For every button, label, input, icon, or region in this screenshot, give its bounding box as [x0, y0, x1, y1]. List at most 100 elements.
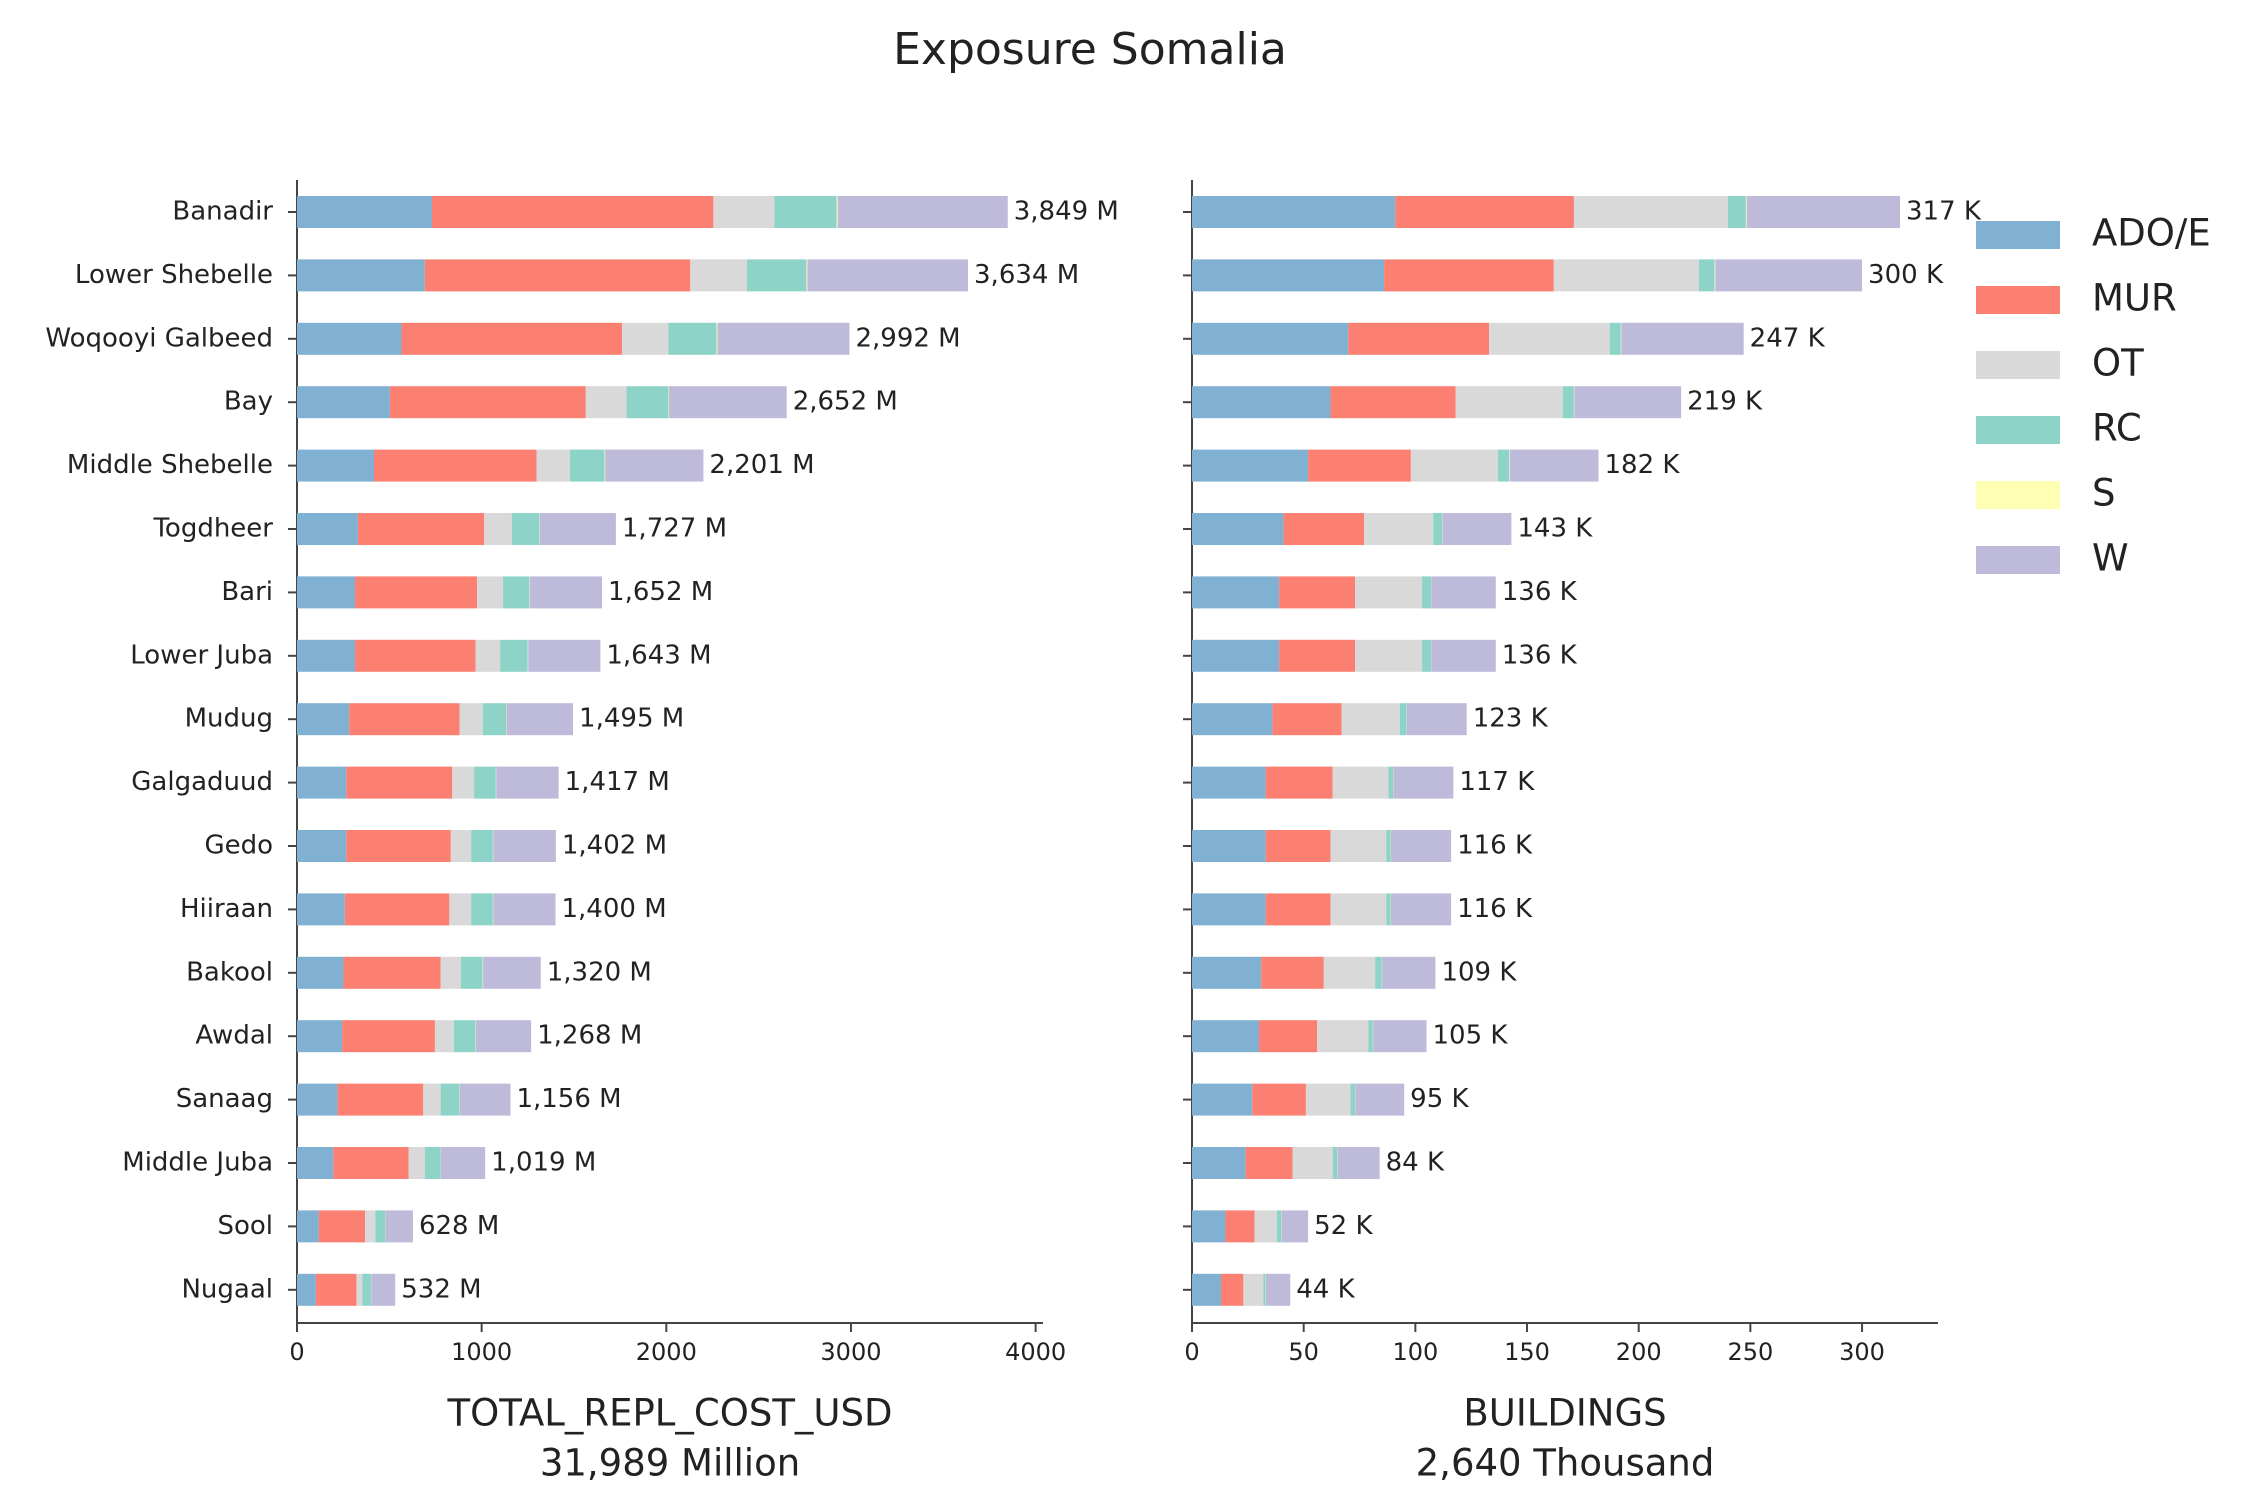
- total-label: 247 K: [1750, 323, 1826, 353]
- bar-segment: [424, 1147, 441, 1179]
- total-label: 1,495 M: [579, 704, 684, 734]
- legend-label: W: [2092, 537, 2129, 580]
- bar-segment: [1431, 639, 1496, 672]
- bar-segment: [585, 386, 627, 419]
- bar-segment: [1384, 259, 1554, 292]
- bar-segment: [297, 513, 358, 545]
- legend-swatch: [1976, 351, 2060, 379]
- bar-segment: [408, 1147, 425, 1179]
- bar-segment: [1609, 322, 1621, 355]
- bar-segment: [349, 703, 460, 736]
- total-label: 317 K: [1906, 197, 1982, 227]
- total-label: 532 M: [401, 1274, 481, 1304]
- bar-segment: [471, 830, 493, 862]
- total-label: 1,156 M: [516, 1084, 621, 1114]
- bar-segment: [474, 766, 496, 799]
- bar-segment: [1745, 196, 1747, 228]
- bar-segment: [297, 1147, 334, 1179]
- total-label: 628 M: [419, 1211, 499, 1241]
- bar-segment: [1192, 1020, 1260, 1053]
- bar-segment: [459, 1083, 511, 1116]
- bar-segment: [1375, 956, 1382, 989]
- bar-segment: [1562, 386, 1574, 419]
- x-axis-note: 2,640 Thousand: [1416, 1442, 1715, 1485]
- bar-segment: [1368, 1020, 1373, 1053]
- bar-segment: [346, 830, 451, 862]
- bar-segment: [1272, 703, 1342, 736]
- total-label: 1,643 M: [606, 640, 711, 670]
- bar-segment: [354, 639, 476, 672]
- bar-segment: [1431, 576, 1496, 609]
- y-tick-label: Mudug: [185, 704, 273, 734]
- bar-segment: [493, 893, 556, 926]
- bar-segment: [483, 956, 541, 989]
- x-tick-label: 200: [1616, 1338, 1662, 1366]
- bar-segment: [529, 576, 603, 609]
- total-label: 116 K: [1457, 894, 1533, 924]
- bar-segment: [774, 196, 837, 228]
- bar-segment: [1263, 1273, 1266, 1306]
- x-tick-label: 50: [1288, 1338, 1319, 1366]
- bar-segment: [1399, 703, 1407, 736]
- bar-segment: [1192, 639, 1280, 672]
- total-label: 123 K: [1473, 704, 1549, 734]
- bar-segment: [333, 1147, 409, 1179]
- y-tick-label: Middle Shebelle: [67, 450, 273, 480]
- legend-swatch: [1976, 221, 2060, 249]
- y-tick-label: Sool: [217, 1211, 273, 1241]
- y-tick-label: Galgaduud: [131, 767, 273, 797]
- legend-swatch: [1976, 481, 2060, 509]
- bar-segment: [493, 830, 556, 862]
- total-label: 3,849 M: [1014, 197, 1119, 227]
- legend-swatch: [1976, 416, 2060, 444]
- bar-segment: [365, 1210, 376, 1243]
- bar-segment: [1276, 1210, 1282, 1243]
- bar-segment: [440, 1147, 486, 1179]
- bar-segment: [471, 893, 493, 926]
- chart-title: Exposure Somalia: [893, 24, 1287, 75]
- y-tick-label: Bakool: [186, 957, 273, 987]
- bar-segment: [1621, 322, 1744, 355]
- bar-segment: [297, 196, 432, 228]
- bar-segment: [690, 259, 748, 292]
- x-tick-label: 100: [1392, 1338, 1438, 1366]
- bar-segment: [297, 1210, 319, 1243]
- bar-segment: [1410, 449, 1498, 482]
- bar-segment: [1192, 1083, 1253, 1116]
- total-label: 2,992 M: [855, 323, 960, 353]
- bar-segment: [424, 259, 691, 292]
- bar-segment: [1259, 1020, 1318, 1053]
- bar-segment: [297, 259, 425, 292]
- total-label: 1,400 M: [562, 894, 667, 924]
- bar-segment: [806, 259, 808, 292]
- y-tick-label: Bari: [221, 577, 273, 607]
- bar-segment: [475, 639, 501, 672]
- bar-segment: [1332, 1147, 1338, 1179]
- bar-segment: [434, 1020, 454, 1053]
- bar-segment: [431, 196, 714, 228]
- bar-segment: [1348, 322, 1490, 355]
- bar-segment: [297, 1020, 343, 1053]
- x-axis-note: 31,989 Million: [540, 1442, 800, 1485]
- bar-segment: [1391, 893, 1452, 926]
- bar-segment: [669, 386, 787, 419]
- bar-segment: [354, 576, 478, 609]
- bar-segment: [297, 893, 345, 926]
- total-label: 136 K: [1502, 577, 1578, 607]
- bar-segment: [1192, 259, 1385, 292]
- bar-segment: [1308, 449, 1411, 482]
- bar-segment: [716, 322, 718, 355]
- y-tick-label: Lower Shebelle: [75, 260, 273, 290]
- bar-segment: [1192, 1273, 1222, 1306]
- bar-segment: [1388, 766, 1394, 799]
- y-tick-label: Woqooyi Galbeed: [45, 323, 273, 353]
- bar-segment: [1422, 576, 1431, 609]
- bar-segment: [1221, 1273, 1244, 1306]
- total-label: 117 K: [1459, 767, 1535, 797]
- bar-segment: [1254, 1210, 1277, 1243]
- bar-segment: [453, 1020, 476, 1053]
- bar-segment: [389, 386, 586, 419]
- bar-segment: [342, 1020, 435, 1053]
- bar-segment: [626, 386, 669, 419]
- bar-segment: [569, 449, 605, 482]
